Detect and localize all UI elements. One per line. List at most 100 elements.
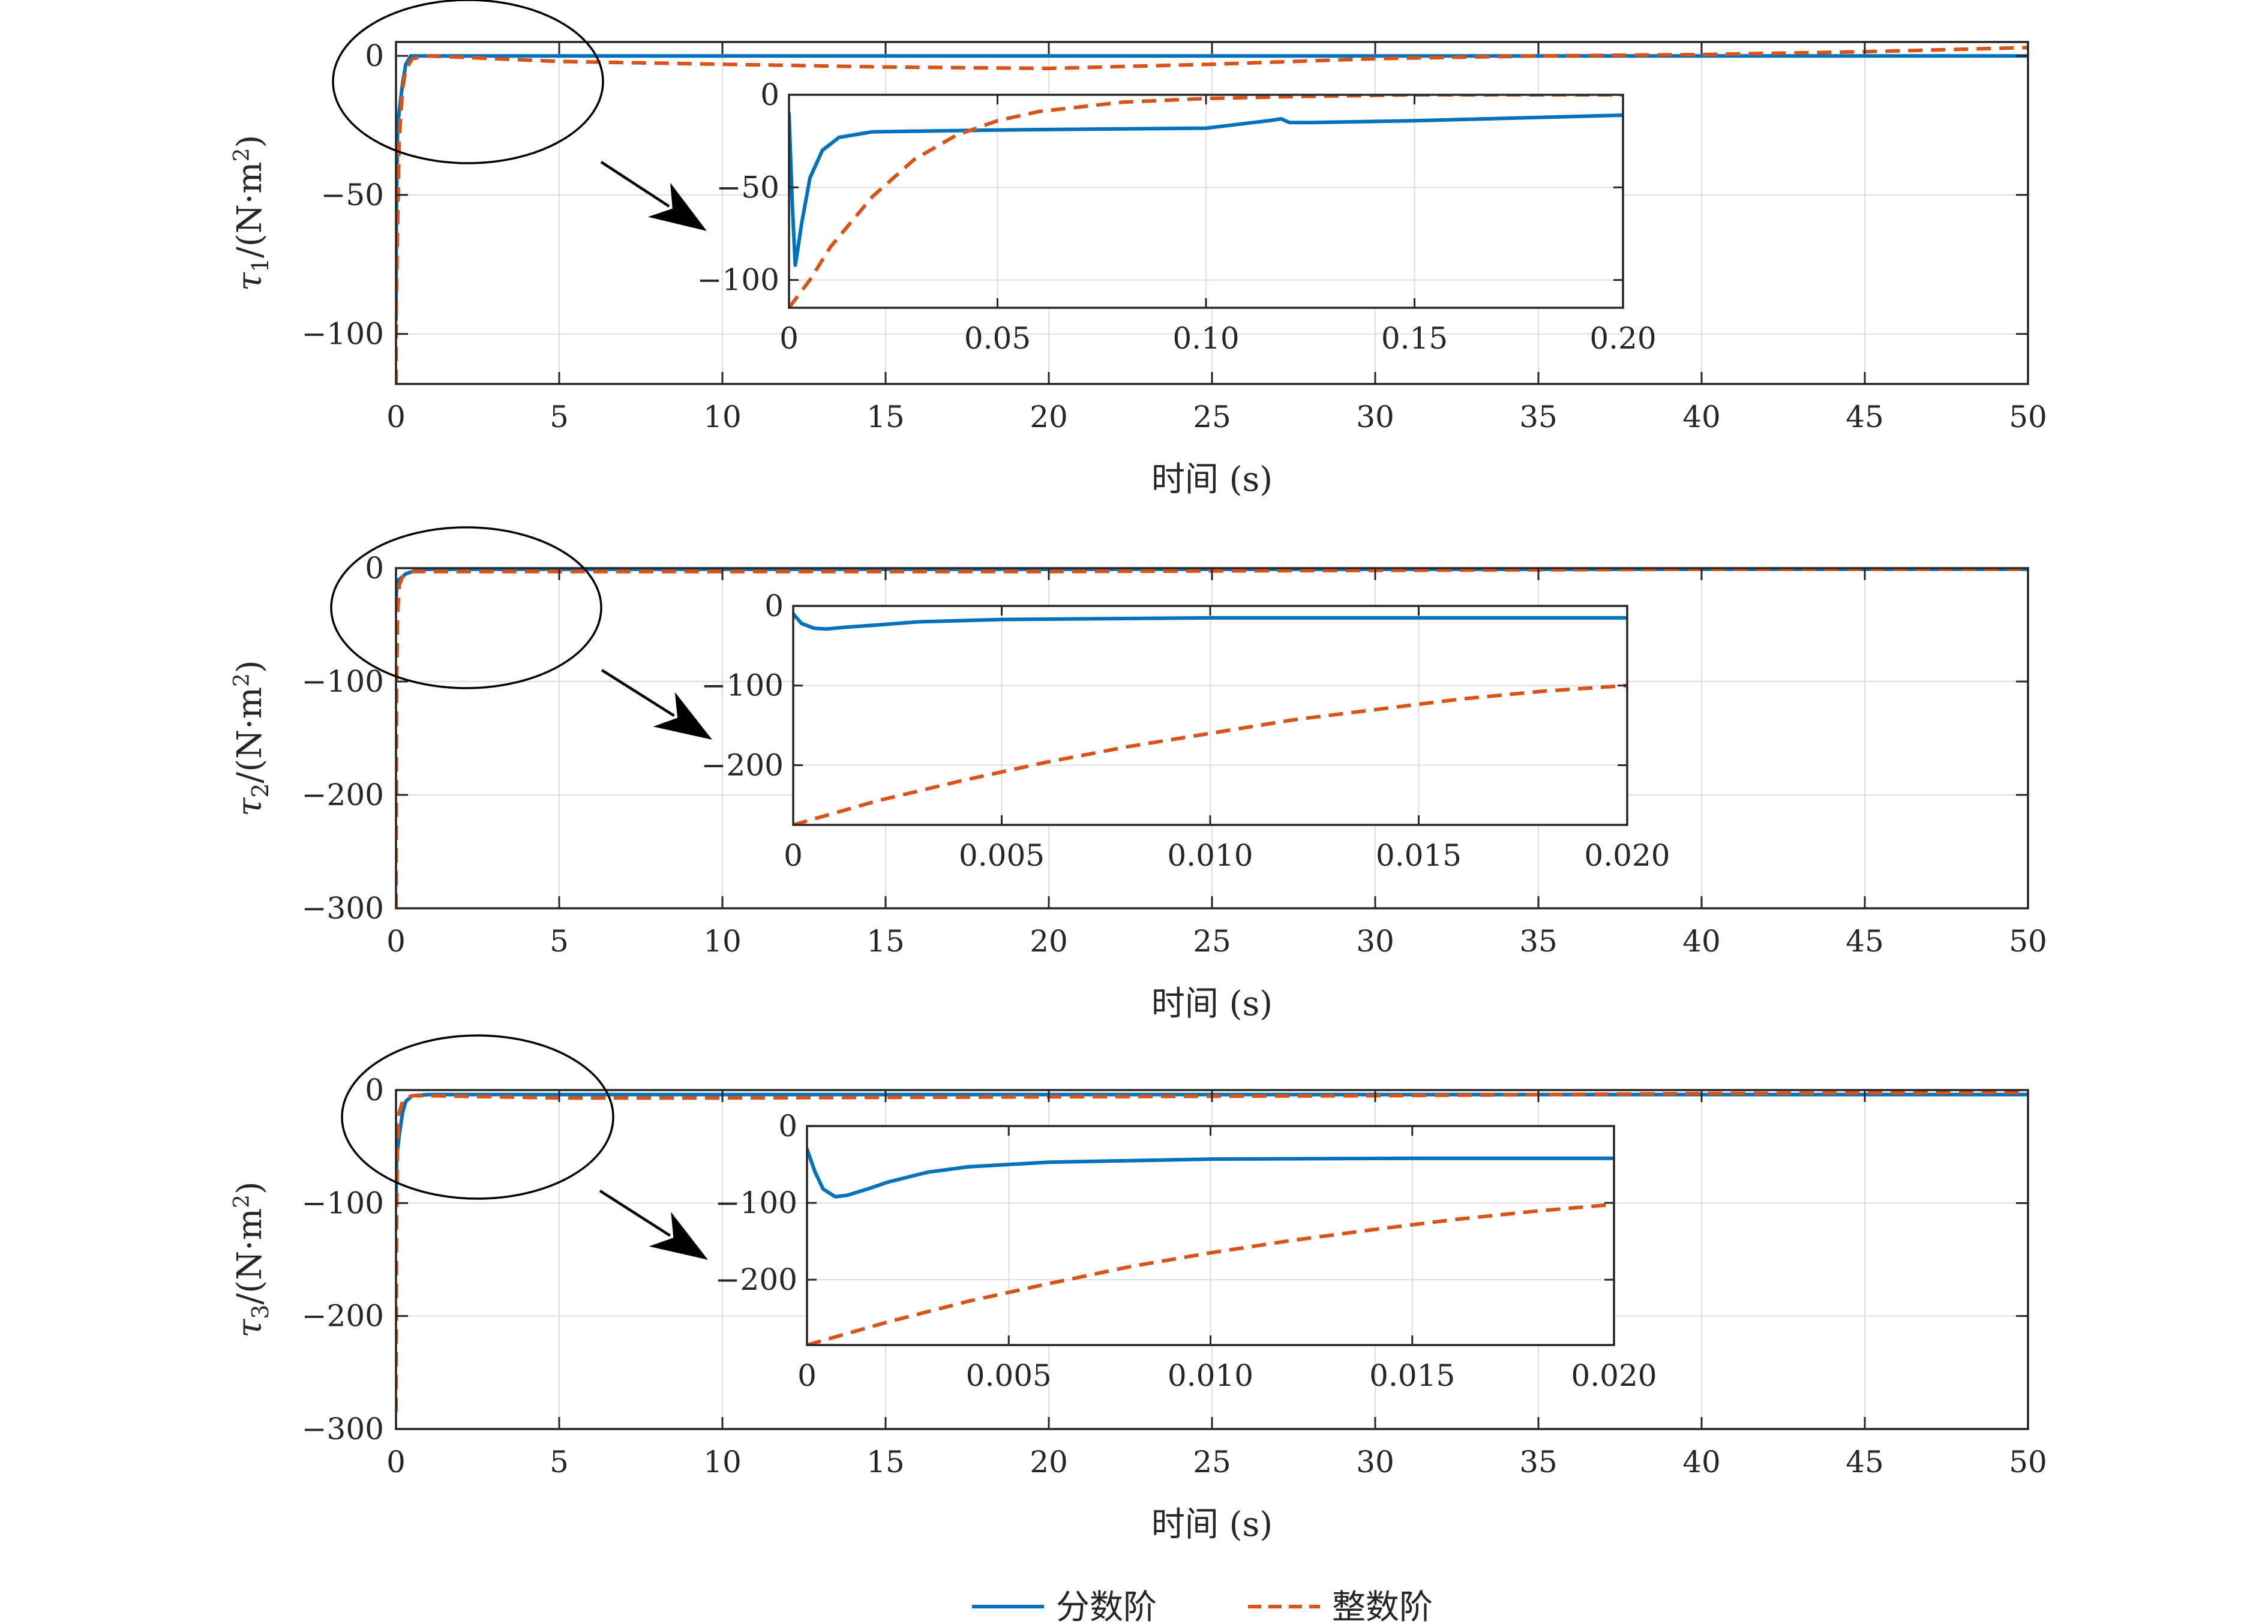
inset-x-tick-label: 0: [784, 838, 803, 873]
y-axis-label: τ3/(N·m2): [230, 1181, 274, 1338]
zoom-arrow-line: [599, 1190, 671, 1237]
y-tick-label: −200: [302, 778, 384, 812]
inset-x-tick-label: 0.015: [1376, 838, 1462, 873]
inset-x-tick-label: 0: [779, 321, 799, 356]
inset-y-tick-label: −200: [701, 748, 784, 782]
x-tick-label: 20: [1030, 400, 1068, 434]
x-tick-label: 0: [386, 924, 406, 959]
inset-x-tick-label: 0.005: [966, 1358, 1052, 1393]
inset-series-group: [807, 1147, 1614, 1345]
y-tick-label: −200: [302, 1299, 384, 1334]
y-tick-label: −100: [302, 664, 384, 699]
inset-axes: 0 0.005 0.010 0.015 0.020 0 −100 −200: [715, 1109, 1657, 1393]
series-line-integer: [396, 46, 2028, 384]
zoom-arrow-line: [601, 669, 675, 717]
x-tick-label: 15: [866, 400, 905, 434]
x-axis-label: 时间 (s): [1151, 984, 1273, 1023]
inset-x-tick-label: 0.010: [1167, 838, 1253, 873]
inset-series-line-integer: [807, 1202, 1614, 1345]
inset-axes: 0 0.05 0.10 0.15 0.20 0 −50 −100: [697, 77, 1657, 356]
x-tick-label: 45: [1846, 400, 1884, 434]
inset-y-tick-label: −100: [697, 263, 779, 298]
x-tick-label: 50: [2009, 400, 2047, 434]
y-tick-label: −300: [302, 1412, 384, 1446]
x-tick-label: 30: [1356, 400, 1394, 434]
legend: 分数阶 整数阶: [972, 1588, 1433, 1624]
x-tick-label: 20: [1030, 1445, 1068, 1479]
x-tick-label: 15: [866, 1445, 905, 1479]
x-tick-label: 30: [1356, 924, 1394, 959]
y-tick-label: −300: [302, 891, 384, 926]
x-tick-label: 25: [1193, 1445, 1231, 1479]
subplot-2: 0 5 10 15 20 25 30 35 40 45 50 0 −100 −200 −300 时间 (s) τ…: [230, 526, 2047, 1023]
y-tick-label: 0: [365, 1073, 384, 1107]
inset-y-tick-label: 0: [778, 1109, 797, 1143]
x-tick-label: 40: [1682, 1445, 1721, 1479]
zoom-arrow-line: [600, 161, 670, 208]
zoom-arrow-head: [647, 182, 707, 231]
series-line-integer: [396, 1090, 2028, 1412]
x-tick-label: 0: [386, 400, 406, 434]
x-tick-label: 5: [550, 400, 569, 434]
x-tick-label: 30: [1356, 1445, 1394, 1479]
y-tick-label: 0: [365, 551, 384, 586]
inset-x-tick-label: 0.05: [964, 321, 1031, 356]
series-line-integer: [396, 568, 2028, 908]
x-tick-label: 40: [1682, 924, 1721, 959]
y-tick-label: −100: [302, 317, 384, 352]
inset-y-tick-label: −200: [715, 1262, 797, 1297]
inset-series-line-integer: [793, 683, 1627, 825]
inset-x-tick-label: 0.020: [1584, 838, 1670, 873]
x-tick-label: 10: [703, 400, 742, 434]
subplot-1: 0 5 10 15 20 25 30 35 40 45 50 0 −50 −100 时间 (s) τ1/(N·…: [230, 0, 2047, 499]
zoom-ellipse: [332, 0, 604, 164]
inset-y-tick-label: −100: [701, 668, 784, 703]
x-tick-label: 25: [1193, 400, 1231, 434]
zoom-arrow-head: [653, 692, 712, 740]
x-tick-label: 45: [1846, 1445, 1884, 1479]
inset-series-line-fractional: [789, 111, 1623, 267]
zoom-ellipse: [330, 526, 602, 689]
y-axis-label: τ2/(N·m2): [230, 660, 274, 816]
inset-x-tick-label: 0.005: [959, 838, 1045, 873]
x-tick-label: 35: [1519, 1445, 1558, 1479]
legend-label-fractional: 分数阶: [1056, 1588, 1157, 1624]
x-tick-label: 15: [866, 924, 905, 959]
y-axis-label: τ1/(N·m2): [230, 135, 274, 292]
x-tick-label: 20: [1030, 924, 1068, 959]
inset-series-line-fractional: [793, 612, 1627, 631]
x-tick-label: 5: [550, 924, 569, 959]
inset-x-tick-label: 0.20: [1589, 321, 1656, 356]
inset-x-tick-label: 0: [797, 1358, 817, 1393]
inset-y-tick-label: 0: [764, 589, 784, 623]
inset-y-tick-label: −100: [715, 1185, 797, 1220]
x-tick-label: 45: [1846, 924, 1884, 959]
x-tick-label: 40: [1682, 400, 1721, 434]
x-tick-label: 0: [386, 1445, 406, 1479]
zoom-arrow-head: [649, 1212, 708, 1260]
x-tick-label: 10: [703, 924, 742, 959]
x-axis-label: 时间 (s): [1151, 460, 1273, 499]
inset-series-group: [789, 95, 1623, 308]
series-group: [396, 46, 2028, 384]
inset-x-tick-label: 0.10: [1172, 321, 1239, 356]
y-tick-label: −50: [320, 178, 384, 212]
series-line-fractional: [396, 54, 2028, 322]
y-tick-label: 0: [365, 38, 384, 73]
inset-x-tick-label: 0.015: [1369, 1358, 1455, 1393]
inset-y-tick-label: −50: [716, 170, 779, 205]
x-tick-label: 25: [1193, 924, 1231, 959]
x-tick-label: 10: [703, 1445, 742, 1479]
x-tick-label: 50: [2009, 924, 2047, 959]
inset-x-tick-label: 0.15: [1381, 321, 1448, 356]
x-axis-label: 时间 (s): [1151, 1505, 1273, 1544]
legend-label-integer: 整数阶: [1332, 1588, 1433, 1624]
x-tick-label: 5: [550, 1445, 569, 1479]
inset-x-tick-label: 0.020: [1571, 1358, 1657, 1393]
subplot-3: 0 5 10 15 20 25 30 35 40 45 50 0 −100 −200 −300 时间 (s) τ…: [230, 1034, 2047, 1544]
inset-y-tick-label: 0: [760, 77, 779, 112]
inset-axes: 0 0.005 0.010 0.015 0.020 0 −100 −200: [701, 589, 1670, 873]
inset-series-line-integer: [789, 95, 1623, 308]
x-tick-label: 50: [2009, 1445, 2047, 1479]
